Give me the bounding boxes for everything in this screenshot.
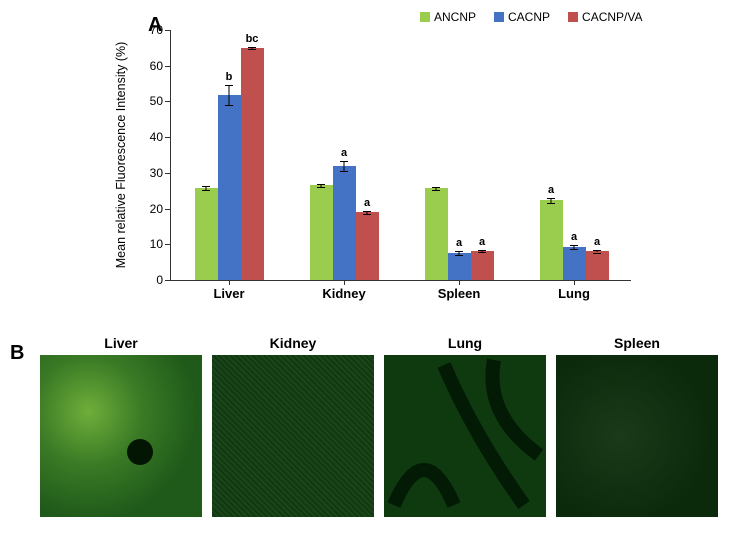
micrograph-label: Kidney [270,335,317,351]
x-group-label: Liver [213,280,244,301]
bar [218,95,241,280]
micrograph-column: Liver [40,335,202,517]
y-axis-title: Mean relative Fluorescence Intensity (%) [114,42,128,268]
error-cap [202,186,210,187]
bar [195,188,218,280]
micrograph-label: Lung [448,335,482,351]
plot-area: Mean relative Fluorescence Intensity (%)… [170,30,631,281]
significance-label: a [548,184,554,196]
significance-label: bc [246,33,259,45]
y-tick-label: 70 [150,23,171,37]
x-group-label: Kidney [322,280,365,301]
significance-label: b [226,71,233,83]
micrograph-column: Lung [384,335,546,517]
error-cap [570,245,578,246]
micrograph-row: Liver Kidney Lung Spleen [40,335,730,517]
x-group-label: Spleen [438,280,481,301]
error-cap [478,252,486,253]
legend-item: CACNP [494,10,550,24]
error-cap [478,250,486,251]
x-group-label: Lung [558,280,590,301]
error-cap [317,187,325,188]
bar [586,251,609,280]
bar [425,188,448,280]
significance-label: a [479,236,485,248]
error-bar [344,161,345,171]
error-cap [202,190,210,191]
error-cap [225,105,233,106]
y-tick-label: 50 [150,94,171,108]
bar [241,48,264,280]
legend-label: CACNP [508,10,550,24]
error-bar [229,85,230,105]
micrograph-column: Spleen [556,335,718,517]
y-tick-label: 10 [150,237,171,251]
error-cap [317,184,325,185]
error-cap [593,250,601,251]
y-tick-label: 0 [156,273,171,287]
bar [471,251,494,280]
micrograph-image [212,355,374,517]
micrograph-label: Liver [104,335,137,351]
micrograph-image [556,355,718,517]
legend-swatch [568,12,578,22]
legend-swatch [494,12,504,22]
panel-b-label: B [10,342,24,365]
legend-label: ANCNP [434,10,476,24]
bar [356,212,379,280]
bar [540,200,563,280]
error-cap [432,190,440,191]
legend-item: ANCNP [420,10,476,24]
error-cap [547,198,555,199]
error-cap [432,187,440,188]
significance-label: a [341,147,347,159]
bar [563,247,586,280]
error-cap [248,47,256,48]
error-cap [248,49,256,50]
micrograph-image [384,355,546,517]
y-tick-label: 40 [150,130,171,144]
significance-label: a [456,237,462,249]
micrograph-image [40,355,202,517]
legend: ANCNP CACNP CACNP/VA [420,10,643,24]
micrograph-column: Kidney [212,335,374,517]
error-cap [363,211,371,212]
error-cap [455,251,463,252]
error-cap [363,214,371,215]
error-cap [547,203,555,204]
error-cap [570,249,578,250]
error-cap [593,253,601,254]
legend-label: CACNP/VA [582,10,642,24]
error-cap [340,171,348,172]
significance-label: a [594,236,600,248]
bar [310,185,333,280]
significance-label: a [364,197,370,209]
legend-swatch [420,12,430,22]
bar-chart: ANCNP CACNP CACNP/VA Mean relative Fluor… [110,10,640,310]
bar [448,253,471,280]
panel-b: Liver Kidney Lung Spleen [40,335,730,517]
y-tick-label: 20 [150,202,171,216]
error-cap [340,161,348,162]
micrograph-label: Spleen [614,335,660,351]
error-cap [225,85,233,86]
error-cap [455,255,463,256]
y-tick-label: 30 [150,166,171,180]
y-tick-label: 60 [150,59,171,73]
bar [333,166,356,280]
significance-label: a [571,231,577,243]
legend-item: CACNP/VA [568,10,642,24]
dark-spot [127,439,153,465]
